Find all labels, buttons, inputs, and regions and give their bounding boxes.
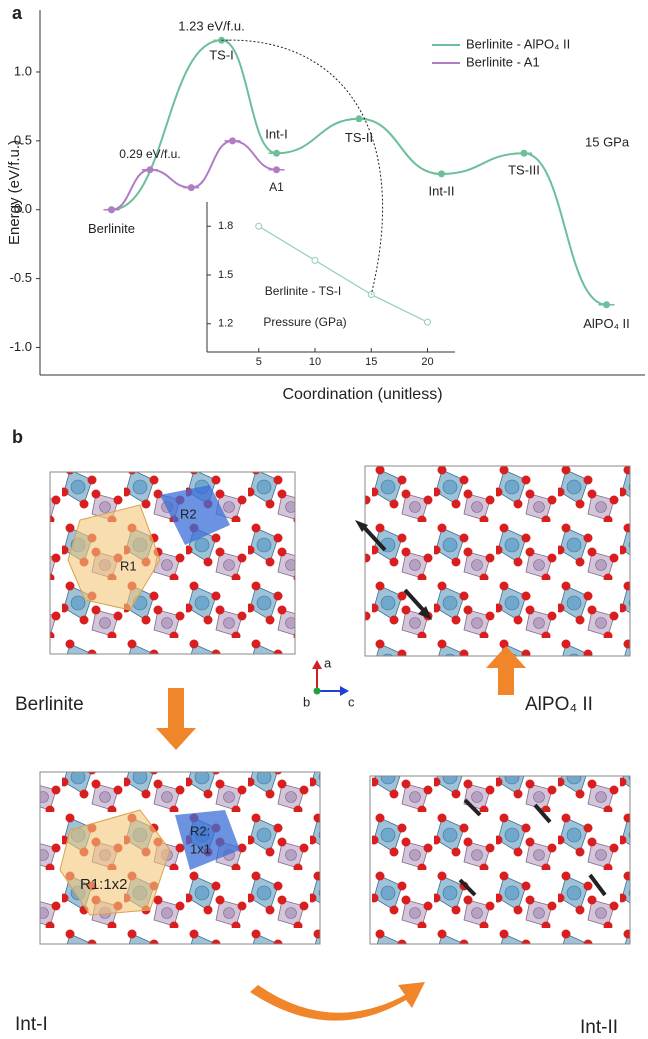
ring-label: R2 <box>180 506 197 521</box>
panel-label: a <box>12 3 23 23</box>
data-point <box>108 206 115 213</box>
y-tick-label: -0.5 <box>10 270 32 285</box>
data-point <box>229 137 236 144</box>
structure-label: Int-I <box>15 1014 48 1035</box>
arrow <box>156 688 196 750</box>
x-axis-label: Coordination (unitless) <box>282 386 442 403</box>
arrow <box>250 982 425 1021</box>
structure-label: Int-II <box>580 1017 618 1038</box>
inset-title: Berlinite - TS-I <box>265 284 341 298</box>
data-point <box>438 170 445 177</box>
inset-point <box>425 319 431 325</box>
data-point <box>521 150 528 157</box>
data-point <box>603 301 610 308</box>
data-point <box>147 166 154 173</box>
y-axis-label: Energy (eV/f.u.) <box>6 140 23 245</box>
legend-label: Berlinite - A1 <box>466 54 540 69</box>
ring-label: 1x1 <box>190 841 211 856</box>
y-tick-label: 1.0 <box>14 63 32 78</box>
structure-label: Berlinite <box>15 694 84 715</box>
x-tick-label: 10 <box>309 356 321 368</box>
annotation: 1.23 eV/f.u. <box>178 19 245 34</box>
point-label: A1 <box>269 180 284 194</box>
x-tick-label: 20 <box>421 356 433 368</box>
structure-int-ii <box>370 776 630 944</box>
legend-label: Berlinite - AlPO₄ II <box>466 36 570 51</box>
axis-name: b <box>303 694 310 709</box>
point-label: Int-I <box>265 127 287 142</box>
point-label: Berlinite <box>88 221 135 236</box>
panel-label: b <box>12 427 23 447</box>
ring-label: R2: <box>190 823 210 838</box>
point-label: 0.29 eV/f.u. <box>119 147 180 161</box>
structure-berlinite <box>50 472 295 654</box>
structure-int-i <box>40 772 320 944</box>
ring-label: R1 <box>120 558 137 573</box>
data-point <box>356 115 363 122</box>
inset-bg <box>207 202 455 352</box>
inset-x-label: Pressure (GPa) <box>263 315 346 329</box>
point-label: TS-II <box>345 130 373 145</box>
structure-alpo4-ii <box>355 466 630 656</box>
structure-label: AlPO₄ II <box>525 694 593 715</box>
inset-point <box>256 223 262 229</box>
x-tick-label: 15 <box>365 356 377 368</box>
figure: a b R2 R1 Berlinite AlPO₄ II a b c R1:1x… <box>0 0 648 1039</box>
axis-name: a <box>324 655 332 670</box>
y-tick-label: 1.8 <box>218 220 233 232</box>
point-label: TS-III <box>508 163 540 178</box>
y-tick-label: 1.5 <box>218 269 233 281</box>
point-label: Int-II <box>428 183 454 198</box>
point-label: TS-I <box>209 48 234 63</box>
data-point <box>188 184 195 191</box>
ring-label: R1:1x2 <box>80 876 128 893</box>
inset-point <box>312 257 318 263</box>
y-tick-label: 1.2 <box>218 318 233 330</box>
x-tick-label: 5 <box>256 356 262 368</box>
page: {"panel_labels": ["a", "b"], "chart_data… <box>0 0 648 1039</box>
axis-name: c <box>348 694 355 709</box>
data-point <box>273 166 280 173</box>
data-point <box>273 150 280 157</box>
annotation: 15 GPa <box>585 134 630 149</box>
point-label: AlPO₄ II <box>583 316 629 331</box>
y-tick-label: -1.0 <box>10 339 32 354</box>
